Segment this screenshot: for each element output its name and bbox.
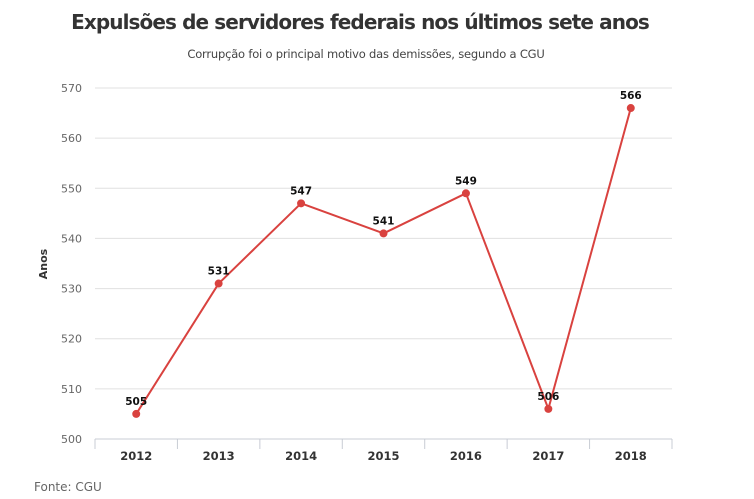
series-line-path — [135, 107, 632, 415]
data-label: 531 — [208, 266, 230, 278]
data-label: 549 — [455, 175, 477, 187]
data-point[interactable] — [544, 404, 553, 413]
data-point[interactable] — [297, 199, 306, 208]
y-tick-label: 540 — [61, 232, 82, 245]
y-tick-label: 560 — [61, 132, 82, 145]
chart-title: Expulsões de servidores federais nos últ… — [71, 10, 650, 34]
series-line — [135, 107, 632, 415]
x-tick-label: 2015 — [367, 449, 399, 463]
data-label: 566 — [620, 90, 642, 102]
x-tick-label: 2012 — [120, 449, 152, 463]
data-label: 541 — [373, 215, 395, 227]
x-tick-label: 2018 — [615, 449, 647, 463]
y-tick-label: 550 — [61, 182, 82, 195]
x-axis-ticks: 2012 2013 2014 2015 2016 2017 2018 — [120, 449, 647, 463]
x-axis — [94, 438, 673, 449]
data-point[interactable] — [132, 409, 141, 418]
y-tick-label: 570 — [61, 82, 82, 95]
data-label: 505 — [125, 396, 147, 408]
source-note: Fonte: CGU — [34, 480, 102, 494]
chart-subtitle: Corrupção foi o principal motivo das dem… — [187, 47, 545, 61]
x-tick-label: 2017 — [532, 449, 564, 463]
y-tick-label: 530 — [61, 283, 82, 296]
data-point[interactable] — [626, 104, 635, 113]
data-point[interactable] — [379, 229, 388, 238]
data-label: 506 — [537, 391, 559, 403]
y-tick-label: 510 — [61, 383, 82, 396]
data-labels: 505 531 547 541 549 506 566 — [125, 90, 641, 408]
data-label: 547 — [290, 185, 312, 197]
y-tick-label: 500 — [61, 433, 82, 446]
y-tick-label: 520 — [61, 333, 82, 346]
x-tick-label: 2016 — [450, 449, 482, 463]
x-tick-label: 2013 — [203, 449, 235, 463]
y-axis-label: Anos — [37, 248, 50, 279]
data-points — [132, 104, 635, 418]
gridlines — [95, 87, 672, 390]
y-axis-ticks: 500 510 520 530 540 550 560 570 — [61, 82, 82, 446]
x-tick-label: 2014 — [285, 449, 317, 463]
data-point[interactable] — [214, 279, 223, 288]
data-point[interactable] — [461, 189, 470, 198]
